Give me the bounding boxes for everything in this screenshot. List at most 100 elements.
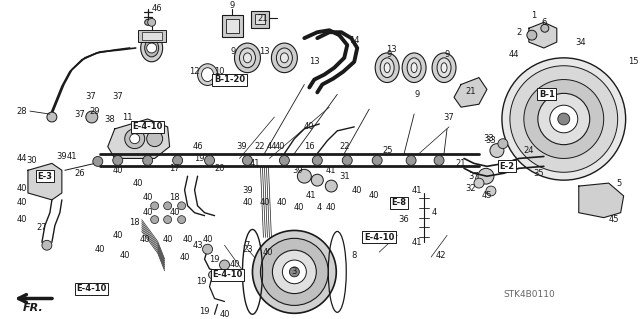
- Text: 12: 12: [189, 67, 200, 76]
- Circle shape: [243, 155, 252, 165]
- Text: 30: 30: [27, 156, 37, 165]
- Text: 13: 13: [386, 46, 396, 55]
- Text: 19: 19: [196, 277, 207, 286]
- Text: 41: 41: [412, 238, 422, 247]
- Text: 11: 11: [122, 113, 133, 122]
- Text: 40: 40: [113, 166, 123, 175]
- Circle shape: [527, 30, 537, 40]
- Text: E-4-10: E-4-10: [132, 122, 163, 131]
- Circle shape: [130, 134, 140, 144]
- Text: 8: 8: [351, 251, 357, 260]
- Circle shape: [164, 202, 172, 210]
- Ellipse shape: [234, 43, 260, 73]
- Circle shape: [173, 155, 182, 165]
- Circle shape: [147, 43, 157, 53]
- Text: 44: 44: [509, 50, 519, 59]
- Text: 31: 31: [339, 172, 349, 181]
- Text: 2: 2: [516, 28, 522, 37]
- Circle shape: [164, 216, 172, 224]
- Text: 41: 41: [306, 191, 317, 200]
- Bar: [221, 15, 243, 37]
- Circle shape: [498, 139, 508, 149]
- Circle shape: [510, 66, 618, 172]
- Text: 40: 40: [120, 251, 130, 260]
- Text: E-8: E-8: [392, 198, 406, 207]
- Circle shape: [220, 260, 230, 270]
- Text: 32: 32: [466, 183, 476, 193]
- Circle shape: [434, 155, 444, 165]
- Polygon shape: [454, 78, 487, 107]
- Polygon shape: [579, 183, 623, 218]
- Circle shape: [42, 240, 52, 250]
- Ellipse shape: [243, 53, 252, 63]
- Text: 21: 21: [257, 14, 268, 23]
- Circle shape: [311, 174, 323, 186]
- Text: 19: 19: [209, 255, 220, 263]
- Text: 37: 37: [444, 113, 454, 122]
- Text: 18: 18: [170, 193, 180, 202]
- Text: 40: 40: [140, 235, 150, 244]
- Ellipse shape: [441, 63, 447, 73]
- Text: 40: 40: [326, 203, 337, 212]
- Text: 41: 41: [326, 166, 337, 175]
- Text: 40: 40: [132, 179, 143, 188]
- Circle shape: [298, 169, 311, 183]
- Text: 40: 40: [113, 231, 123, 240]
- Text: 40: 40: [17, 198, 28, 207]
- Text: 46: 46: [192, 142, 203, 151]
- Text: 9: 9: [230, 1, 235, 10]
- Text: 27: 27: [36, 223, 47, 232]
- Text: 21: 21: [466, 87, 476, 96]
- Text: 38: 38: [104, 115, 115, 123]
- Circle shape: [282, 260, 307, 284]
- Circle shape: [478, 168, 494, 184]
- Circle shape: [125, 129, 145, 149]
- Circle shape: [490, 144, 504, 158]
- Bar: [252, 11, 269, 28]
- Text: 40: 40: [179, 253, 190, 262]
- Ellipse shape: [380, 58, 394, 78]
- Ellipse shape: [145, 39, 159, 57]
- Text: 43: 43: [192, 241, 203, 250]
- Text: 40: 40: [17, 215, 28, 224]
- Ellipse shape: [375, 53, 399, 83]
- Text: 39: 39: [242, 186, 253, 195]
- Text: 9: 9: [415, 90, 420, 99]
- Circle shape: [145, 19, 150, 25]
- Circle shape: [47, 112, 57, 122]
- Text: 13: 13: [309, 57, 319, 66]
- Text: 45: 45: [609, 215, 619, 224]
- Ellipse shape: [202, 68, 214, 82]
- Ellipse shape: [280, 53, 289, 63]
- Circle shape: [325, 180, 337, 192]
- Text: 16: 16: [304, 142, 315, 151]
- Circle shape: [280, 155, 289, 165]
- Text: 7: 7: [244, 241, 250, 250]
- Circle shape: [342, 155, 352, 165]
- Circle shape: [150, 216, 159, 224]
- Text: 40: 40: [242, 198, 253, 207]
- Text: 44: 44: [17, 154, 28, 163]
- Bar: [225, 19, 239, 33]
- Bar: [138, 30, 166, 42]
- Text: 44: 44: [266, 142, 276, 151]
- Text: 39: 39: [56, 152, 67, 161]
- Circle shape: [209, 271, 216, 279]
- Ellipse shape: [384, 63, 390, 73]
- Text: 4: 4: [431, 208, 436, 217]
- Circle shape: [372, 155, 382, 165]
- Text: 39: 39: [292, 166, 303, 175]
- Circle shape: [502, 58, 626, 180]
- Text: 40: 40: [274, 142, 285, 151]
- Text: 26: 26: [74, 169, 85, 178]
- Circle shape: [252, 230, 336, 313]
- Text: 40: 40: [259, 198, 269, 207]
- Text: 24: 24: [524, 146, 534, 155]
- Text: 23: 23: [242, 245, 253, 254]
- Circle shape: [538, 93, 589, 145]
- Circle shape: [273, 250, 316, 293]
- Text: 9: 9: [444, 50, 450, 59]
- Text: 40: 40: [352, 186, 362, 195]
- Ellipse shape: [239, 48, 255, 68]
- Text: 18: 18: [129, 218, 140, 227]
